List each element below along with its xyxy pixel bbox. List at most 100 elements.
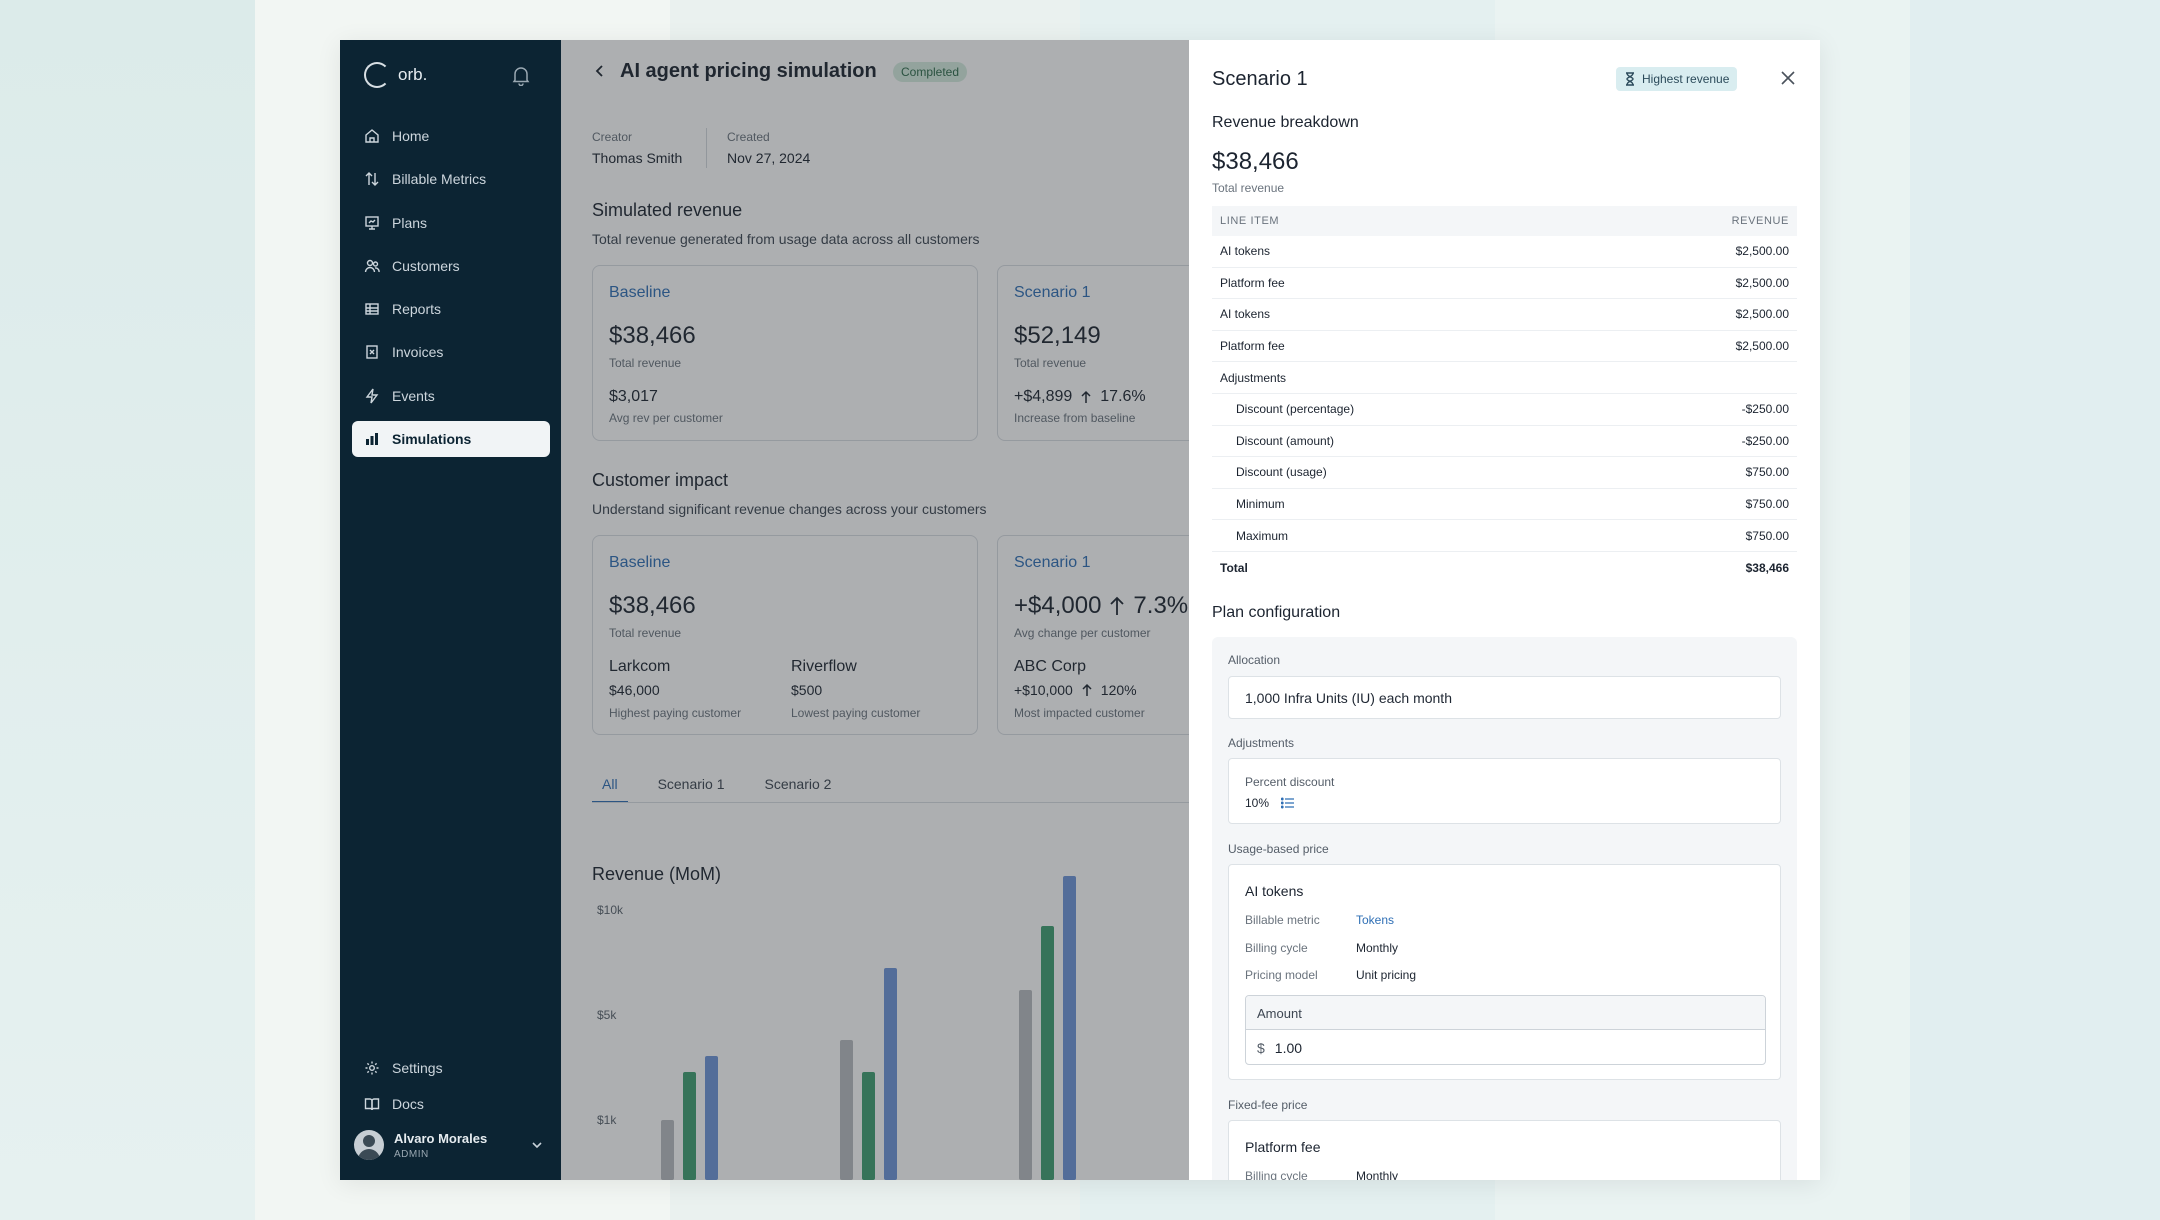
list-icon[interactable] — [1281, 797, 1295, 809]
allocation-value: 1,000 Infra Units (IU) each month — [1245, 690, 1452, 706]
user-role: ADMIN — [394, 1148, 429, 1160]
chart-bar[interactable] — [862, 1072, 875, 1180]
billing-cycle-label: Billing cycle — [1245, 941, 1308, 955]
revenue-chart: $10k $5k $1k — [597, 876, 1076, 1180]
badge-label: Highest revenue — [1642, 72, 1730, 86]
simulated-revenue-title: Simulated revenue — [592, 200, 743, 220]
lowest-customer-label: Lowest paying customer — [791, 706, 921, 720]
creator-label: Creator — [592, 130, 633, 144]
table-row: Platform fee $2,500.00 — [1212, 268, 1797, 300]
table-row: Discount (amount) -$250.00 — [1212, 426, 1797, 458]
row-item: AI tokens — [1220, 307, 1271, 322]
user-menu[interactable]: Alvaro Morales ADMIN — [354, 1130, 550, 1160]
sidebar-item-events[interactable]: Events — [352, 378, 550, 414]
chart-bar[interactable] — [705, 1056, 718, 1180]
lowest-customer-value: $500 — [791, 682, 823, 698]
table-row: Minimum $750.00 — [1212, 489, 1797, 521]
sidebar-item-reports[interactable]: Reports — [352, 291, 550, 327]
increase-pct: 17.6% — [1100, 388, 1146, 405]
baseline-impact-card[interactable]: Baseline $38,466 Total revenue Larkcom $… — [592, 535, 978, 735]
row-item: Adjustments — [1220, 370, 1287, 385]
impacted-customer-label: Most impacted customer — [1014, 706, 1145, 720]
sidebar-item-label: Reports — [392, 301, 442, 318]
total-revenue-label: Total revenue — [1014, 356, 1087, 370]
book-icon — [364, 1098, 380, 1111]
highest-customer-value: $46,000 — [609, 682, 660, 698]
row-value: $38,466 — [1745, 560, 1789, 575]
sidebar-item-label: Settings — [392, 1060, 443, 1076]
creator-value: Thomas Smith — [592, 150, 683, 166]
chevron-left-icon[interactable] — [593, 64, 607, 78]
logo[interactable]: orb. — [364, 62, 427, 88]
table-row: AI tokens $2,500.00 — [1212, 236, 1797, 268]
created-label: Created — [727, 130, 770, 144]
highest-revenue-badge: Highest revenue — [1616, 67, 1738, 91]
row-value: $750.00 — [1745, 497, 1789, 512]
table-row: AI tokens $2,500.00 — [1212, 299, 1797, 331]
card-title: Baseline — [609, 554, 671, 571]
amount-field[interactable]: Amount $ 1.00 — [1245, 995, 1766, 1065]
table-header: LINE ITEM REVENUE — [1212, 206, 1797, 236]
currency-symbol: $ — [1257, 1040, 1265, 1056]
allocation-label: Allocation — [1228, 653, 1281, 667]
usage-price-card: AI tokens Billable metric Tokens Billing… — [1228, 864, 1781, 1080]
fixed-billing-cycle-value: Monthly — [1356, 1169, 1399, 1180]
chart-bar[interactable] — [1041, 926, 1054, 1180]
impacted-customer-name: ABC Corp — [1014, 658, 1087, 675]
avg-change-label: Avg change per customer — [1014, 626, 1151, 640]
allocation-field[interactable]: 1,000 Infra Units (IU) each month — [1228, 676, 1781, 719]
sidebar-item-invoices[interactable]: Invoices — [352, 334, 550, 370]
sidebar-item-docs[interactable]: Docs — [352, 1086, 550, 1122]
scenario-detail-panel: Scenario 1 Highest revenue Revenue break… — [1189, 40, 1820, 1180]
logo-text: orb. — [398, 65, 428, 84]
highest-customer-name: Larkcom — [609, 658, 671, 675]
row-value: $2,500.00 — [1735, 275, 1789, 290]
sidebar-item-home[interactable]: Home — [352, 118, 550, 154]
amount-row: $ 1.00 — [1246, 1030, 1765, 1064]
row-item: Discount (percentage) — [1236, 402, 1355, 417]
chart-bar[interactable] — [683, 1072, 696, 1180]
total-revenue-value: $38,466 — [609, 322, 696, 349]
chevron-down-icon[interactable] — [530, 1138, 544, 1152]
avg-rev-label: Avg rev per customer — [609, 411, 723, 425]
card-title: Baseline — [609, 284, 671, 301]
percent-discount-card[interactable]: Percent discount 10% — [1228, 758, 1781, 824]
table-icon — [365, 303, 379, 315]
chart-bar[interactable] — [1063, 876, 1076, 1180]
sidebar-item-billable-metrics[interactable]: Billable Metrics — [352, 161, 550, 197]
arrow-up-icon — [1110, 596, 1125, 615]
tab-scenario-2[interactable]: Scenario 2 — [764, 776, 832, 792]
fixed-billing-cycle-label: Billing cycle — [1245, 1169, 1308, 1180]
tab-scenario-1[interactable]: Scenario 1 — [657, 776, 725, 792]
bell-icon[interactable] — [512, 66, 530, 86]
chart-bar[interactable] — [1019, 990, 1032, 1180]
percent-discount-row: 10% — [1245, 796, 1295, 810]
close-icon[interactable] — [1779, 69, 1797, 87]
sidebar-item-simulations[interactable]: Simulations — [352, 421, 550, 458]
sidebar-item-label: Simulations — [392, 431, 472, 448]
baseline-revenue-card[interactable]: Baseline $38,466 Total revenue $3,017 Av… — [592, 265, 978, 441]
chart-bar[interactable] — [840, 1040, 853, 1180]
total-revenue-value: $38,466 — [609, 592, 696, 619]
sidebar-item-label: Billable Metrics — [392, 171, 487, 188]
row-value: $2,500.00 — [1735, 339, 1789, 354]
sidebar-item-settings[interactable]: Settings — [352, 1050, 550, 1086]
panel-total-revenue: $38,466 — [1212, 148, 1299, 175]
row-item: Maximum — [1236, 528, 1289, 543]
billable-metric-link[interactable]: Tokens — [1356, 913, 1395, 927]
row-item: Minimum — [1236, 497, 1285, 512]
usage-price-label: Usage-based price — [1228, 842, 1329, 856]
sidebar-item-label: Events — [392, 387, 435, 404]
chart-bar[interactable] — [884, 968, 897, 1180]
fixed-fee-name: Platform fee — [1245, 1139, 1321, 1155]
sidebar-item-label: Home — [392, 128, 430, 144]
row-item: AI tokens — [1220, 244, 1271, 259]
row-value: $2,500.00 — [1735, 244, 1789, 259]
table-row: Adjustments — [1212, 362, 1797, 394]
y-tick-label: $10k — [597, 903, 624, 917]
row-item: Total — [1220, 560, 1248, 575]
chart-bar[interactable] — [661, 1120, 674, 1180]
sidebar-item-customers[interactable]: Customers — [352, 248, 550, 284]
percent-discount-value: 10% — [1245, 796, 1270, 810]
sidebar-item-plans[interactable]: Plans — [352, 205, 550, 241]
